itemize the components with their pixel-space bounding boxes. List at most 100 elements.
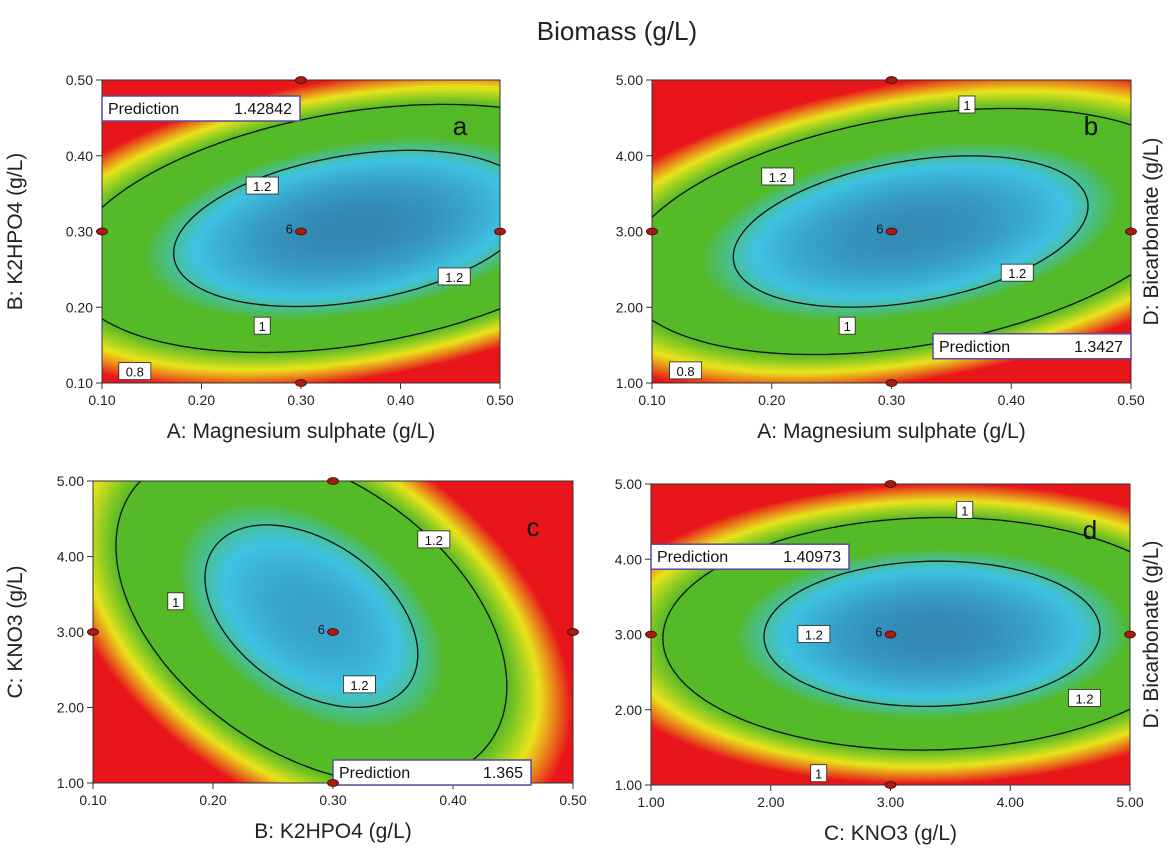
prediction-value: 1.42842 — [234, 101, 292, 118]
x-tick-label: 0.40 — [998, 392, 1025, 408]
y-tick-label: 4.00 — [57, 549, 84, 565]
x-tick-label: 2.00 — [757, 794, 784, 810]
prediction-label: Prediction — [657, 549, 728, 566]
y-tick-label: 3.00 — [616, 224, 643, 240]
right-axis-label: D: Bicarbonate (g/L) — [1140, 541, 1163, 729]
x-tick-label: 3.00 — [877, 794, 904, 810]
x-tick-label: 0.10 — [79, 792, 106, 808]
y-tick-label: 0.40 — [66, 148, 93, 164]
prediction-box — [932, 333, 1132, 360]
x-tick-label: 0.30 — [319, 792, 346, 808]
contour-label-box — [253, 316, 271, 335]
design-point — [1124, 630, 1136, 639]
y-tick-label: 0.10 — [66, 375, 93, 391]
contour-label-box — [167, 592, 185, 611]
design-point — [295, 379, 307, 387]
panel-letter: d — [1083, 515, 1097, 545]
panel-b: 0.10 0.20 0.30 0.40 0.50 1.00 2.00 3.00 4.00 5.00… — [616, 72, 1163, 443]
contour-label-box — [810, 764, 828, 783]
design-point — [645, 630, 657, 639]
contour-label: 1 — [172, 595, 179, 610]
y-tick-label: 3.00 — [57, 624, 84, 640]
panel-c: 0.10 0.20 0.30 0.40 0.50 1.00 2.00 3.00 4.00 5.00… — [4, 473, 587, 843]
prediction-box — [101, 95, 301, 122]
contour-label-box — [342, 675, 376, 694]
panel-d: 1.00 2.00 3.00 4.00 5.00 1.00 2.00 3.00 4.00 5.00… — [615, 476, 1163, 845]
design-point — [884, 781, 897, 789]
design-point — [327, 779, 339, 787]
contour-label: 0.8 — [676, 364, 694, 379]
y-tick-label: 3.00 — [615, 627, 642, 643]
design-point — [884, 630, 897, 639]
center-point-label: 6 — [875, 625, 882, 640]
x-tick-label: 0.30 — [878, 392, 905, 408]
contour-label: 1.2 — [425, 533, 443, 548]
x-axis-label: B: K2HPO4 (g/L) — [254, 820, 412, 843]
contour-label: 1.2 — [1008, 266, 1026, 281]
contour-label: 1.2 — [350, 678, 368, 693]
y-tick-label: 4.00 — [615, 551, 642, 567]
y-axis-label: B: K2HPO4 (g/L) — [4, 153, 27, 311]
contour-label-box — [797, 625, 831, 643]
design-point — [885, 227, 898, 236]
contour-label-box — [761, 167, 795, 186]
panel-letter: c — [527, 512, 540, 542]
design-point — [885, 379, 898, 387]
x-tick-label: 0.20 — [188, 392, 215, 408]
contour-label-box — [958, 95, 976, 114]
y-tick-label: 5.00 — [57, 473, 84, 489]
x-tick-label: 0.20 — [758, 392, 785, 408]
design-point — [885, 76, 898, 84]
y-tick-label: 0.20 — [66, 299, 93, 315]
y-tick-label: 1.00 — [616, 375, 643, 391]
x-tick-label: 0.20 — [199, 792, 226, 808]
contour-label-box — [118, 362, 152, 381]
right-axis-label: D: Bicarbonate (g/L) — [1140, 138, 1163, 326]
contour-label-box — [437, 267, 471, 286]
y-tick-label: 2.00 — [57, 700, 84, 716]
x-tick-label: 0.30 — [287, 392, 314, 408]
prediction-box — [650, 543, 850, 570]
design-point — [884, 480, 897, 488]
y-tick-label: 1.00 — [615, 777, 642, 793]
x-tick-label: 5.00 — [1116, 794, 1143, 810]
center-point-label: 6 — [318, 622, 325, 637]
x-tick-label: 0.50 — [559, 792, 586, 808]
design-point — [87, 628, 99, 636]
design-point — [96, 227, 108, 236]
contour-label: 1 — [815, 767, 822, 782]
contour-line-1 — [204, 524, 419, 709]
contour-label: 1.2 — [445, 270, 463, 285]
prediction-value: 1.3427 — [1074, 339, 1123, 356]
x-tick-label: 4.00 — [997, 794, 1024, 810]
x-tick-label: 0.50 — [1117, 392, 1144, 408]
contour-label: 1.2 — [769, 170, 787, 185]
y-tick-label: 5.00 — [616, 72, 643, 88]
x-axis-label: A: Magnesium sulphate (g/L) — [757, 420, 1025, 443]
y-tick-label: 0.50 — [66, 72, 93, 88]
contour-label: 0.8 — [126, 365, 144, 380]
design-point — [327, 477, 339, 485]
contour-label: 1.2 — [253, 179, 271, 194]
contour-line-1 — [732, 155, 1089, 308]
y-tick-label: 4.00 — [616, 148, 643, 164]
contour-label-box — [1068, 689, 1101, 707]
x-tick-label: 0.10 — [638, 392, 665, 408]
panel-a: 0.10 0.20 0.30 0.40 0.50 0.10 0.20 0.30 0.40 0.50… — [4, 72, 514, 443]
contour-label: 1 — [963, 98, 970, 113]
x-tick-label: 1.00 — [637, 794, 664, 810]
x-tick-label: 0.40 — [387, 392, 414, 408]
design-point — [494, 227, 506, 236]
contour-label-box — [245, 176, 279, 195]
contour-label: 1 — [844, 319, 851, 334]
contour-label: 1.2 — [805, 628, 823, 643]
panel-letter: a — [453, 111, 468, 141]
x-tick-label: 0.10 — [88, 392, 115, 408]
y-tick-label: 1.00 — [57, 775, 84, 791]
y-axis-label: C: KNO3 (g/L) — [4, 565, 27, 698]
contour-label: 1.2 — [1075, 691, 1093, 706]
y-tick-label: 5.00 — [615, 476, 642, 492]
figure-title: Biomass (g/L) — [537, 16, 697, 46]
prediction-value: 1.365 — [483, 765, 523, 782]
design-point — [327, 628, 339, 636]
